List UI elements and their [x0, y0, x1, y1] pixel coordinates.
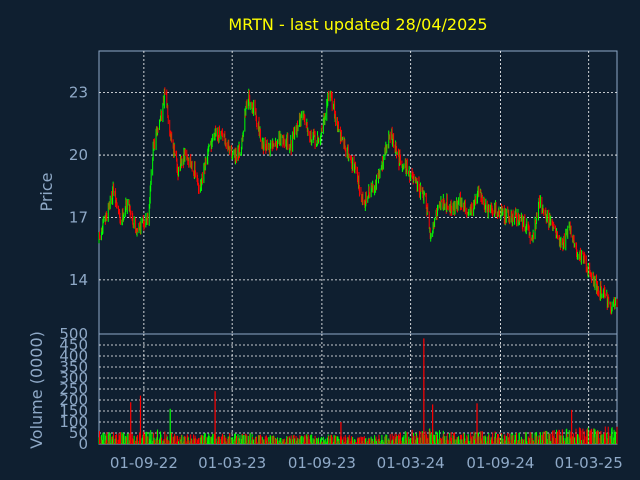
volume-y-tick: 0 — [78, 435, 88, 453]
x-tick-label: 01-03-23 — [198, 454, 266, 472]
volume-y-tick: 500 — [59, 325, 88, 343]
volume-axis-label: Volume (0000) — [27, 331, 46, 449]
price-y-tick: 14 — [69, 271, 88, 289]
chart-title: MRTN - last updated 28/04/2025 — [228, 15, 487, 34]
price-y-tick: 20 — [69, 146, 88, 164]
volume-y-tick: 100 — [59, 413, 88, 431]
volume-y-tick: 450 — [59, 336, 88, 354]
volume-bars — [98, 338, 618, 444]
price-panel: 14 17 20 23 Price — [37, 50, 618, 335]
volume-y-tick: 150 — [59, 402, 88, 420]
volume-y-tick: 400 — [59, 347, 88, 365]
volume-y-tick: 300 — [59, 369, 88, 387]
x-tick-label: 01-09-23 — [288, 454, 356, 472]
price-axis-label: Price — [37, 172, 56, 211]
price-y-ticks: 14 17 20 23 — [69, 84, 88, 289]
price-grid — [99, 51, 617, 334]
volume-y-tick: 250 — [59, 380, 88, 398]
volume-y-tick: 50 — [69, 424, 88, 442]
x-tick-label: 01-09-24 — [466, 454, 534, 472]
x-tick-label: 01-09-22 — [110, 454, 178, 472]
x-tick-label: 01-03-24 — [377, 454, 445, 472]
price-y-tick: 23 — [69, 84, 88, 102]
price-y-tick: 17 — [69, 208, 88, 226]
price-plot-frame — [98, 50, 618, 335]
volume-y-tick: 200 — [59, 391, 88, 409]
price-candles — [98, 87, 618, 315]
volume-y-tick: 350 — [59, 358, 88, 376]
x-tick-label: 01-03-25 — [555, 454, 623, 472]
volume-grid — [99, 334, 617, 444]
x-axis-ticks: 01-09-22 01-03-23 01-09-23 01-03-24 01-09-24… — [110, 454, 623, 472]
